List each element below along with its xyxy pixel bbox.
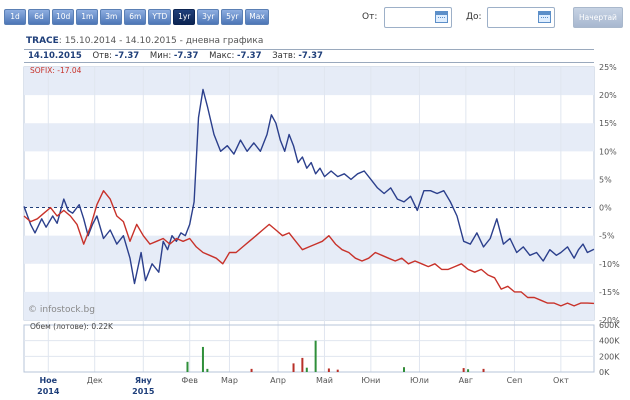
y-tick-label: -15% [599, 288, 620, 297]
min-label: Мин: [149, 51, 172, 61]
range-button-10d[interactable]: 10d [52, 9, 75, 25]
volume-bar [206, 368, 209, 372]
volume-tick-label: 0K [599, 368, 610, 377]
series-line-sofix [23, 189, 595, 307]
grid-band [24, 123, 594, 152]
y-tick-label: 10% [599, 147, 617, 156]
volume-tick-label: 600K [599, 321, 620, 330]
range-button-3yr[interactable]: 3yr [197, 9, 220, 25]
sofix-legend: SOFIX: -17.04 [30, 66, 82, 75]
x-tick-label: Юли [410, 376, 429, 385]
volume-legend: Обем (лотове): 0.22K [30, 322, 113, 331]
max-value: -7.37 [237, 51, 262, 61]
volume-bar [482, 368, 485, 372]
volume-bar [327, 368, 330, 372]
range-button-3m[interactable]: 3m [100, 9, 123, 25]
chart-title: TRACE: 15.10.2014 - 14.10.2015 - дневна … [26, 36, 263, 46]
quote-date: 14.10.2015 [28, 51, 82, 61]
from-label: От: [362, 12, 378, 22]
range-button-1yr[interactable]: 1yr [173, 9, 196, 25]
volume-bar [186, 361, 189, 372]
volume-bar [403, 367, 405, 372]
watermark: © infostock.bg [28, 305, 95, 315]
to-date-input[interactable] [487, 7, 555, 28]
range-button-1d[interactable]: 1d [4, 9, 26, 25]
quote-row: 14.10.2015 Отв: -7.37 Мин: -7.37 Макс: -… [24, 49, 594, 63]
x-tick-year: 2014 [37, 387, 60, 396]
from-date-input[interactable] [384, 7, 452, 28]
period-text: : 15.10.2014 - 14.10.2015 - дневна графи… [58, 36, 264, 46]
volume-bar [467, 369, 470, 372]
x-tick-label: Дек [87, 376, 103, 385]
range-button-5yr[interactable]: 5yr [221, 9, 244, 25]
x-tick-label: Май [316, 376, 333, 385]
grid-band [24, 179, 594, 208]
volume-bar [336, 369, 339, 372]
y-tick-label: -20% [599, 316, 620, 325]
x-tick-label: Ное [39, 376, 57, 385]
y-tick-label: 0% [599, 204, 612, 213]
volume-bar [250, 368, 253, 372]
volume-tick-label: 400K [599, 337, 620, 346]
y-tick-label: 5% [599, 175, 612, 184]
min-value: -7.37 [173, 51, 199, 61]
volume-bar [292, 363, 295, 372]
calendar-icon[interactable] [435, 11, 448, 23]
grid-band [24, 291, 594, 320]
range-button-ytd[interactable]: YTD [148, 9, 172, 25]
open-label: Отв: [92, 51, 112, 61]
x-tick-label: Авг [459, 376, 473, 385]
range-button-6d[interactable]: 6d [28, 9, 50, 25]
grid-band [24, 67, 594, 96]
x-tick-label: Апр [270, 376, 286, 385]
range-button-max[interactable]: Max [245, 9, 269, 25]
range-button-6m[interactable]: 6m [124, 9, 147, 25]
close-label: Затв: [272, 51, 296, 61]
volume-tick-label: 200K [599, 352, 620, 361]
close-value: -7.37 [298, 51, 323, 61]
to-label: До: [466, 12, 482, 22]
volume-panel [23, 324, 595, 373]
y-tick-label: -5% [599, 232, 615, 241]
max-label: Макс: [209, 51, 235, 61]
range-bar: 1d 6d 10d 1m 3m 6m YTD 1yr 3yr 5yr Max [4, 9, 269, 25]
y-tick-label: -10% [599, 260, 620, 269]
x-tick-label: Окт [553, 376, 569, 385]
open-value: -7.37 [114, 51, 140, 61]
y-tick-label: 15% [599, 119, 617, 128]
y-tick-label: 25% [599, 63, 617, 72]
volume-bar [462, 368, 465, 372]
ticker: TRACE [26, 36, 59, 46]
volume-bar [305, 367, 308, 372]
x-tick-label: Сеп [507, 376, 523, 385]
x-tick-label: Фев [181, 376, 198, 385]
draw-button[interactable]: Начертай [573, 7, 623, 28]
y-tick-label: 20% [599, 91, 617, 100]
volume-bar [314, 340, 317, 372]
x-tick-label: Мар [221, 376, 238, 385]
range-button-1m[interactable]: 1m [76, 9, 99, 25]
x-tick-year: 2015 [132, 387, 155, 396]
calendar-icon[interactable] [538, 11, 551, 23]
volume-bar [301, 357, 304, 372]
volume-bar [201, 346, 204, 372]
series-line-trace [23, 88, 595, 285]
x-tick-label: Яну [135, 376, 153, 385]
x-tick-label: Юни [361, 376, 380, 385]
